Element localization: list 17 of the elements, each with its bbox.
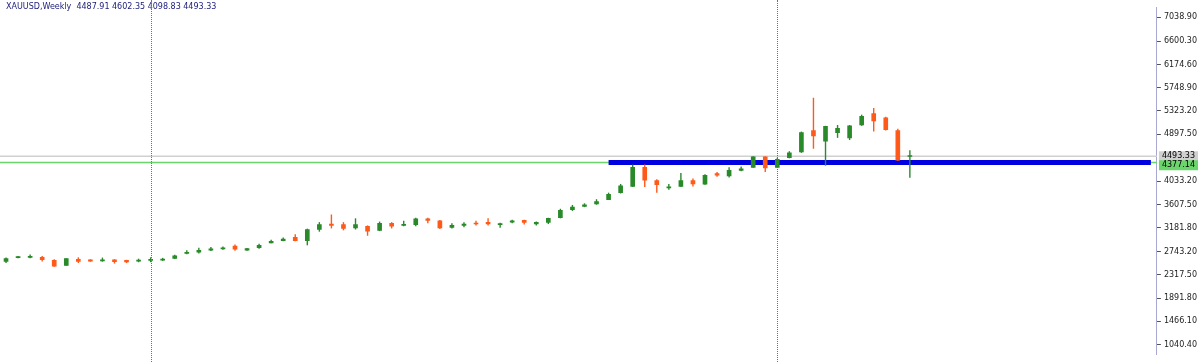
y-tick-label: 6600.30	[1163, 36, 1198, 46]
y-tick-label: 3607.50	[1163, 199, 1198, 209]
y-tick-label: 1040.40	[1163, 339, 1198, 349]
y-tick-label: 1466.10	[1163, 316, 1198, 326]
y-tick-label: 2743.20	[1163, 246, 1198, 256]
y-tick-label: 4897.50	[1163, 129, 1198, 139]
chart-title: XAUUSD,Weekly 4487.91 4602.35 4098.83 4493.33	[6, 2, 217, 12]
y-tick-label: 5748.90	[1163, 82, 1198, 92]
y-tick-label: 1891.80	[1163, 293, 1198, 303]
y-tick-label: 6174.60	[1163, 59, 1198, 69]
y-tick-label: 4033.20	[1163, 176, 1198, 186]
ref-line-label: 4377.14	[1161, 160, 1196, 170]
y-tick-label: 5323.20	[1163, 106, 1198, 116]
ref-line-label: 4493.33	[1161, 151, 1196, 161]
y-tick-label: 3181.80	[1163, 222, 1198, 232]
y-tick-label: 7038.90	[1163, 12, 1198, 22]
y-tick-label: 2317.50	[1163, 269, 1198, 279]
